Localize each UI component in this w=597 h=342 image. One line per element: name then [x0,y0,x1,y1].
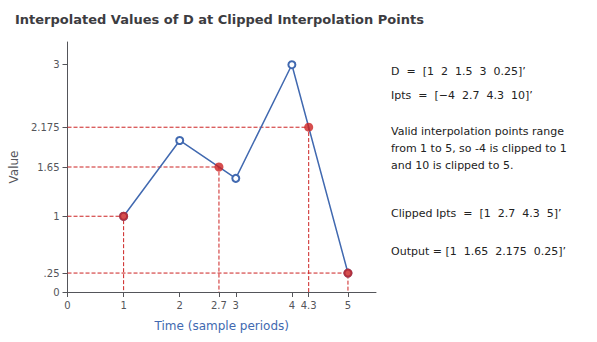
svg-text:Clipped Ipts = [1 2.7 4.3: Clipped Ipts = [1 2.7 4.3 5]’ [391,207,562,220]
svg-text:4.3: 4.3 [301,300,317,311]
svg-text:0: 0 [53,287,59,298]
svg-text:3: 3 [233,300,239,311]
svg-text:2.175: 2.175 [31,122,60,133]
svg-text:.25: .25 [44,268,60,279]
svg-text:Value: Value [7,151,21,184]
svg-text:Time (sample periods): Time (sample periods) [154,319,289,333]
svg-text:1.65: 1.65 [37,162,59,173]
svg-text:4: 4 [289,300,295,311]
svg-text:3: 3 [53,59,59,70]
svg-text:2.7: 2.7 [211,300,227,311]
svg-text:2: 2 [177,300,183,311]
svg-text:Ipts = [−4 2.7 4.3 10]’: Ipts = [−4 2.7 4.3 10]’ [391,89,533,102]
svg-text:Output = [1 1.65 2.175 0.25: Output = [1 1.65 2.175 0.25]’ [391,245,566,258]
svg-text:and 10 is clipped to 5.: and 10 is clipped to 5. [391,159,513,172]
svg-text:1: 1 [120,300,126,311]
svg-text:Interpolated Values of D at Cl: Interpolated Values of D at Clipped Inte… [15,12,424,27]
svg-text:5: 5 [345,300,351,311]
svg-text:1: 1 [53,211,59,222]
svg-text:Valid interpolation points ran: Valid interpolation points range [391,125,564,138]
svg-text:from 1 to 5, so -4 is clipped: from 1 to 5, so -4 is clipped to 1 [391,142,567,155]
svg-text:D = [1 2 1.5 3 0.25]’: D = [1 2 1.5 3 0.25]’ [391,65,526,78]
svg-text:0: 0 [64,300,70,311]
